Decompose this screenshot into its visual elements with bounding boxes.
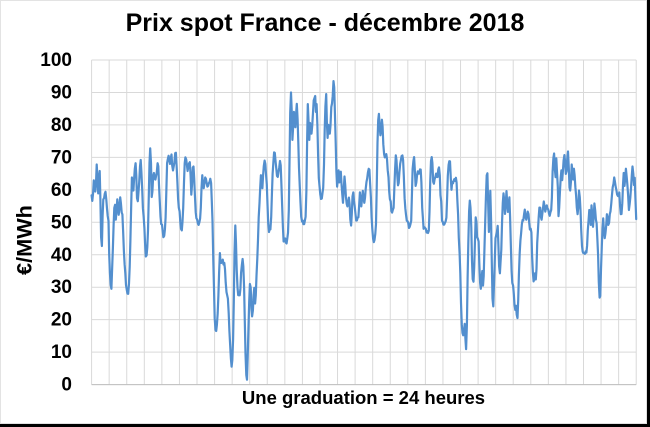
svg-text:90: 90: [51, 83, 72, 104]
svg-text:70: 70: [51, 147, 72, 168]
svg-text:30: 30: [51, 277, 72, 298]
svg-text:100: 100: [40, 50, 72, 71]
svg-text:80: 80: [51, 115, 72, 136]
svg-text:60: 60: [51, 180, 72, 201]
svg-text:50: 50: [51, 212, 72, 233]
svg-text:40: 40: [51, 245, 72, 266]
svg-text:0: 0: [61, 375, 72, 396]
svg-text:20: 20: [51, 310, 72, 331]
svg-text:10: 10: [51, 342, 72, 363]
svg-text:€/MWh: €/MWh: [12, 205, 37, 275]
